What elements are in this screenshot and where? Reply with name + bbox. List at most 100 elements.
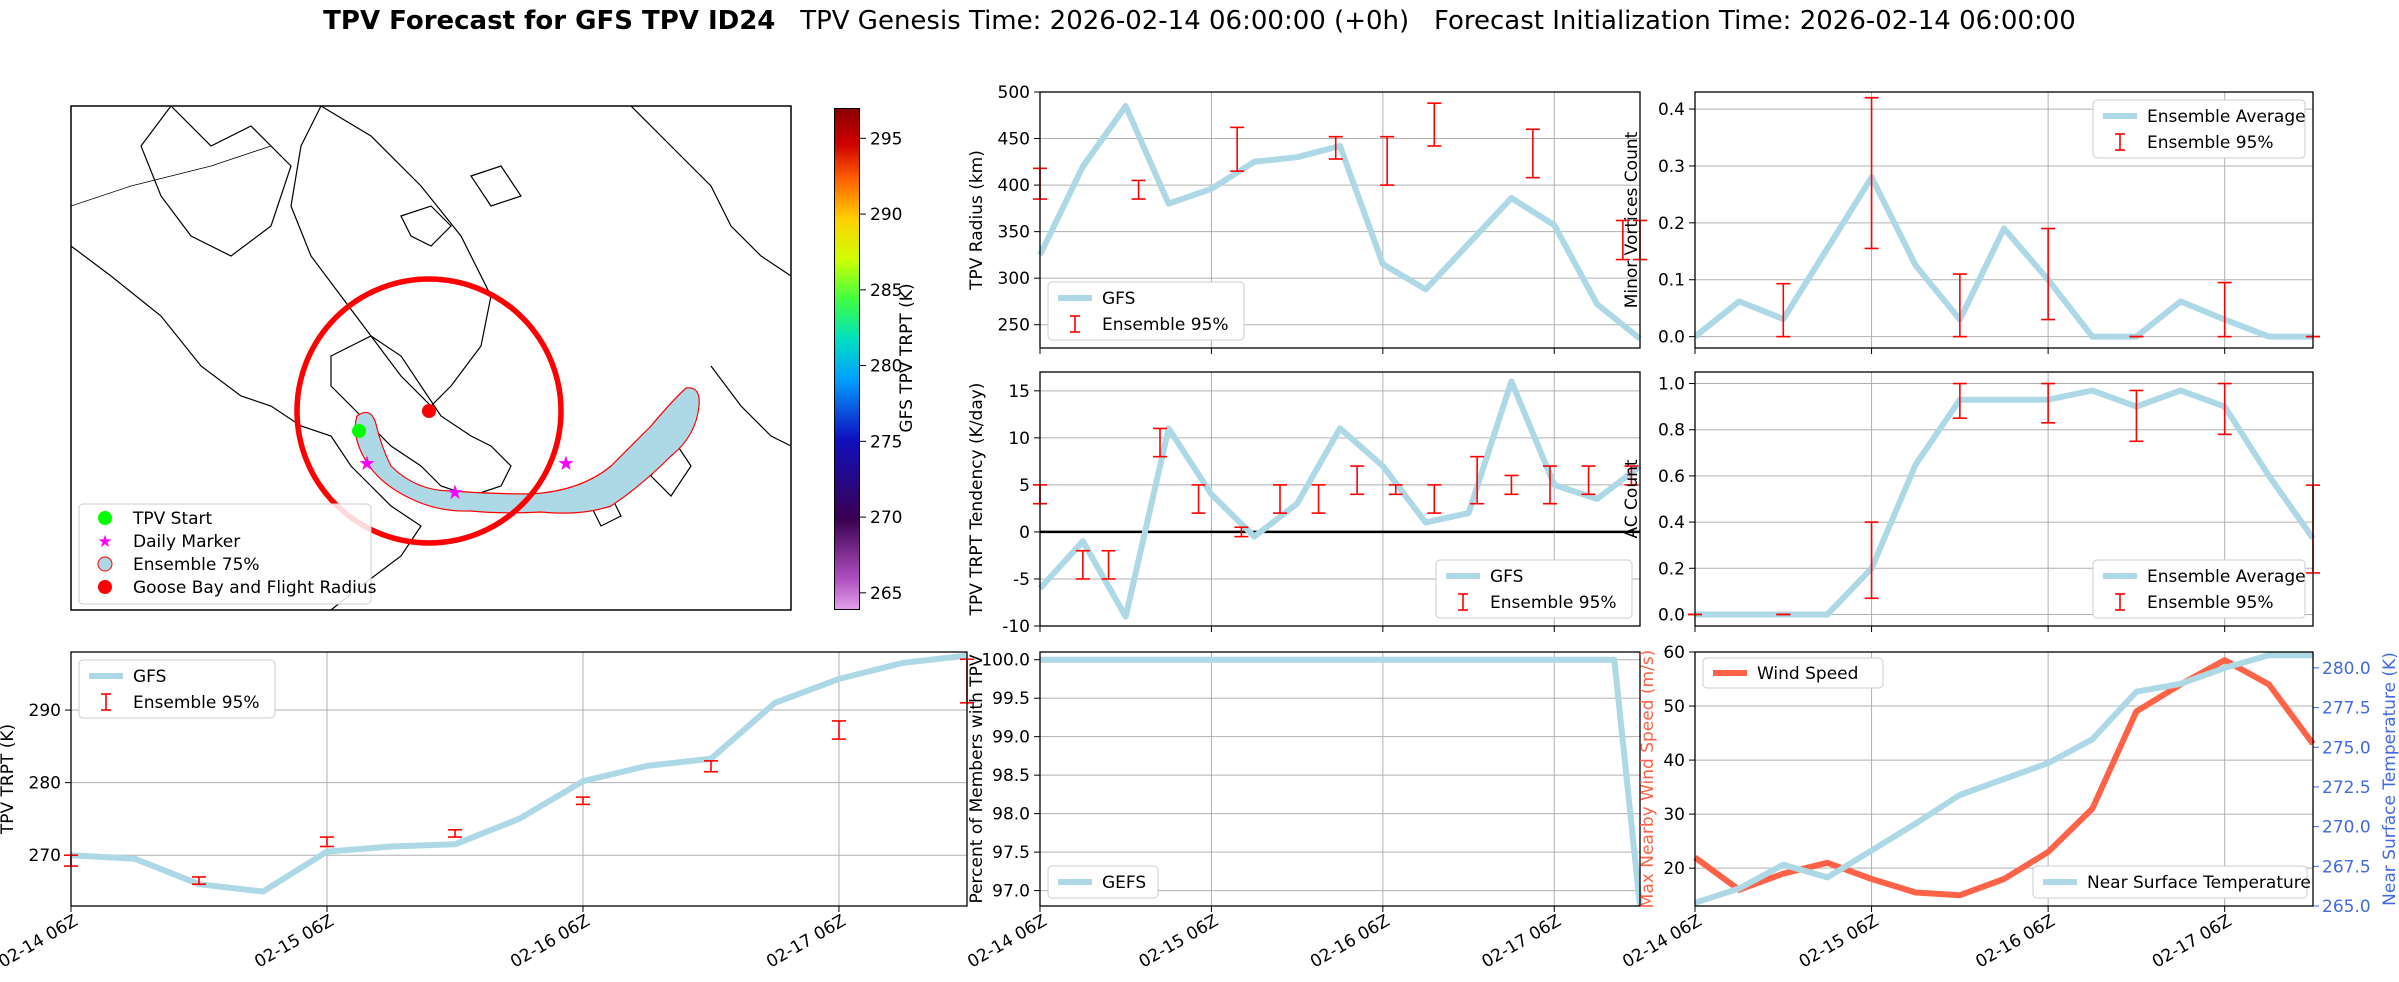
legend-box <box>1047 281 1245 341</box>
chart-vortices: 0.0 0.1 0.2 0.3 0.4 Minor Vortices Count Ensem… <box>1622 91 2320 354</box>
legend-label: Ensemble 95% <box>1102 315 1229 335</box>
y-tick-label: 0.4 <box>1658 100 1685 120</box>
goose-bay-point <box>422 404 436 418</box>
border-line <box>71 145 272 207</box>
track-map: ★ ★ ★ TPV Start ★ Daily Marker Ensemble … <box>70 105 792 611</box>
y-tick-label: 0.2 <box>1658 559 1685 579</box>
series-ensemble-average <box>1693 174 2313 340</box>
colorbar-tick-label: 265 <box>870 584 902 604</box>
series-gfs <box>1037 103 1642 342</box>
legend: Ensemble Average Ensemble 95% <box>2092 559 2306 619</box>
legend-start: TPV Start <box>132 509 213 529</box>
legend-temp: Near Surface Temperature <box>2032 865 2311 899</box>
colorbar-tick-label: 270 <box>870 508 902 528</box>
y-tick-label: 10 <box>1008 429 1030 449</box>
colorbar-axis: 295 290 285 280 275 270 265 GFS TPV TRPT (K) <box>860 129 917 604</box>
errorbar <box>1581 465 1596 496</box>
axes-frame <box>1039 651 1641 907</box>
colorbar-tick-label: 280 <box>870 357 902 377</box>
y-tick-label: 15 <box>1008 382 1030 402</box>
y-tick-label: 350 <box>998 223 1030 243</box>
errorbar <box>1864 96 1879 250</box>
y-axis-label: Minor Vortices Count <box>1622 131 1642 308</box>
y2-tick-label: 265.0 <box>2322 897 2371 917</box>
y2-tick-label: 270.0 <box>2322 818 2371 838</box>
legend-box <box>2092 559 2306 619</box>
legend-marker-icon: ★ <box>97 532 112 552</box>
y-tick-label: 290 <box>29 701 61 721</box>
y-tick-label: 400 <box>998 176 1030 196</box>
x-tick-label: 02-14 06Z <box>964 911 1050 972</box>
x-tick-label: 02-15 06Z <box>1796 911 1882 972</box>
legend: GFS Ensemble 95% <box>1047 281 1245 341</box>
series-gfs <box>70 652 968 895</box>
coastline-arctic <box>140 106 292 257</box>
legend: Ensemble Average Ensemble 95% <box>2092 99 2306 159</box>
errorbar <box>1234 526 1249 538</box>
errorbar <box>1543 465 1557 505</box>
map-legend: TPV Start ★ Daily Marker Ensemble 75% Go… <box>78 503 377 605</box>
y-tick-label: 98.5 <box>992 766 1030 786</box>
y-tick-label: 100.0 <box>981 651 1030 671</box>
series-near-surface-temperature <box>1694 652 2313 906</box>
y-axis-label: Percent of Members with TPV <box>967 654 987 903</box>
y-tick-label: 98.0 <box>992 805 1030 825</box>
x-tick-label: 02-14 06Z <box>1619 911 1705 972</box>
title-init: Forecast Initialization Time: 2026-02-14… <box>1433 6 2076 36</box>
legend-box <box>2092 99 2306 159</box>
y-tick-label: 0.4 <box>1658 513 1685 533</box>
errorbar <box>1191 484 1206 514</box>
daily-marker-1: ★ <box>358 451 376 475</box>
y-tick-label: 0.2 <box>1658 214 1685 234</box>
axes-frame <box>1694 651 2314 907</box>
errorbar <box>2129 389 2144 443</box>
title-bold: TPV Forecast for GFS TPV ID24 <box>323 6 776 36</box>
y-tick-label: 99.5 <box>992 689 1030 709</box>
errorbar <box>576 796 590 806</box>
y-tick-label: 5 <box>1019 476 1030 496</box>
y2-tick-label: 272.5 <box>2322 778 2371 798</box>
errorbar <box>1311 484 1326 514</box>
map-frame <box>70 105 792 611</box>
chart-wind: 02-14 06Z 02-15 06Z 02-16 06Z 02-17 06Z 20 30… <box>1619 643 2399 972</box>
errorbar <box>1230 126 1245 172</box>
errorbar <box>1504 474 1519 496</box>
legend-box <box>1435 559 1633 619</box>
x-tick-label: 02-15 06Z <box>1136 911 1222 972</box>
legend-label: GFS <box>133 667 166 687</box>
chart-members: 02-14 06Z 02-15 06Z 02-16 06Z 02-17 06Z 97.0… <box>964 651 1643 972</box>
colorbar-tick-label: 285 <box>870 281 902 301</box>
y-tick-label: 300 <box>998 269 1030 289</box>
errorbar <box>1101 549 1116 580</box>
x-tick-label: 02-16 06Z <box>507 911 593 972</box>
series-ensemble-average <box>1695 387 2316 618</box>
y-tick-label: 250 <box>998 316 1030 336</box>
errorbar <box>832 720 846 740</box>
y-tick-label: 0.1 <box>1658 271 1685 291</box>
x-tick-label: 02-17 06Z <box>1478 911 1564 972</box>
series-gfs <box>1037 378 1642 620</box>
y-tick-label: -5 <box>1013 570 1030 590</box>
legend-label: GEFS <box>1102 873 1146 893</box>
axes-frame <box>70 651 968 907</box>
legend-ensemble: Ensemble 75% <box>133 555 260 575</box>
errorbar <box>1427 102 1442 147</box>
x-tick-label: 02-15 06Z <box>251 911 337 972</box>
x-tick-label: 02-17 06Z <box>2149 911 2235 972</box>
y-tick-label: 99.0 <box>992 728 1030 748</box>
errorbar <box>1273 484 1287 514</box>
y2-tick-label: 267.5 <box>2322 857 2371 877</box>
coastline-canada <box>71 245 422 610</box>
legend-marker: Daily Marker <box>133 532 240 552</box>
figure-title: TPV Forecast for GFS TPV ID24 TPV Genesi… <box>0 6 2399 36</box>
legend-goose-icon <box>98 580 112 594</box>
legend-label: Near Surface Temperature <box>2087 873 2311 893</box>
y-tick-label: 0.6 <box>1658 467 1685 487</box>
x-tick-label: 02-17 06Z <box>763 911 849 972</box>
errorbar <box>1131 179 1146 200</box>
errorbar <box>192 876 206 886</box>
x-tick-label: 02-16 06Z <box>1972 911 2058 972</box>
y-tick-label: 0.8 <box>1658 421 1685 441</box>
y-tick-label: 97.5 <box>992 843 1030 863</box>
y-tick-label: 0 <box>1019 523 1030 543</box>
